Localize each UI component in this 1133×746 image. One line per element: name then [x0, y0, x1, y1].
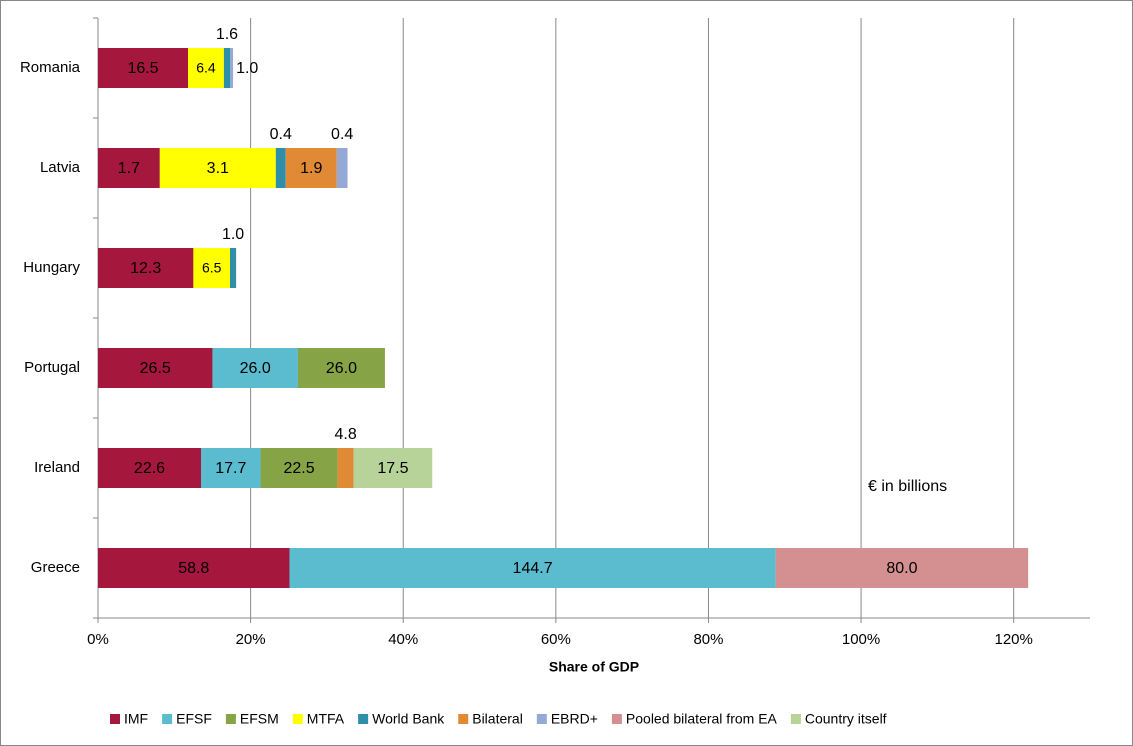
- data-label: 26.5: [140, 360, 171, 377]
- bar-segment: [260, 448, 338, 488]
- data-label: 3.1: [207, 160, 229, 177]
- data-label: 22.6: [134, 460, 165, 477]
- data-label: 80.0: [886, 560, 917, 577]
- legend-label: Bilateral: [472, 711, 523, 727]
- data-label: 26.0: [240, 360, 271, 377]
- bar-segment: [230, 248, 237, 288]
- data-label: 1.0: [236, 60, 258, 77]
- bar-segment: [188, 48, 224, 88]
- data-label: 17.5: [377, 460, 408, 477]
- data-label: 22.5: [284, 460, 315, 477]
- x-tick-label: 100%: [842, 631, 880, 648]
- bar-segment: [98, 148, 160, 188]
- bar-segment: [98, 348, 213, 388]
- legend-label: EFSM: [240, 711, 279, 727]
- y-tick-label: Hungary: [23, 259, 80, 276]
- bar-segment: [98, 248, 194, 288]
- data-label: 58.8: [178, 560, 209, 577]
- bar-segment: [275, 148, 286, 188]
- legend-label: World Bank: [372, 711, 445, 727]
- legend-swatch: [458, 714, 469, 724]
- bar-segment: [201, 448, 261, 488]
- bar-segment: [212, 348, 298, 388]
- data-label: 17.7: [215, 460, 246, 477]
- x-tick-label: 120%: [995, 631, 1033, 648]
- bar-segment: [289, 548, 776, 588]
- bar-segment: [775, 548, 1029, 588]
- legend-swatch: [225, 714, 236, 724]
- data-label: 1.7: [118, 160, 140, 177]
- legend-label: MTFA: [307, 711, 345, 727]
- legend-label: IMF: [124, 711, 148, 727]
- y-tick-label: Latvia: [40, 159, 81, 176]
- x-tick-label: 0%: [87, 631, 109, 648]
- legend-swatch: [536, 714, 547, 724]
- x-axis-title: Share of GDP: [549, 659, 639, 675]
- x-tick-label: 20%: [236, 631, 266, 648]
- legend-swatch: [110, 714, 120, 724]
- legend-swatch: [611, 714, 622, 724]
- bar-segment: [297, 348, 385, 388]
- bar-segment: [193, 248, 231, 288]
- y-tick-label: Greece: [31, 559, 80, 576]
- y-tick-label: Ireland: [34, 459, 80, 476]
- data-label: 1.6: [216, 26, 238, 43]
- bar-segment: [336, 148, 348, 188]
- bar-segment: [98, 48, 189, 88]
- data-label: 26.0: [326, 360, 357, 377]
- bar-segment: [223, 48, 231, 88]
- legend-swatch: [292, 714, 303, 724]
- legend-label: EBRD+: [551, 711, 598, 727]
- legend-label: Pooled bilateral from EA: [626, 711, 778, 727]
- bar-segment: [159, 148, 276, 188]
- data-label: 0.4: [270, 126, 292, 143]
- data-label: 1.0: [222, 226, 244, 243]
- bar-segment: [337, 448, 354, 488]
- data-label: 6.4: [196, 60, 216, 76]
- x-tick-label: 40%: [388, 631, 418, 648]
- legend-swatch: [358, 714, 369, 724]
- legend-label: EFSF: [176, 711, 212, 727]
- bar-segment: [230, 48, 234, 88]
- y-tick-label: Romania: [20, 59, 81, 76]
- legend-swatch: [162, 714, 173, 724]
- data-label: 12.3: [130, 260, 161, 277]
- data-label: 16.5: [127, 60, 158, 77]
- data-label: 144.7: [513, 560, 553, 577]
- data-label: 1.9: [300, 160, 322, 177]
- data-label: 0.4: [331, 126, 353, 143]
- x-tick-label: 80%: [693, 631, 723, 648]
- data-label: 6.5: [202, 260, 222, 276]
- annotation: € in billions: [868, 478, 947, 495]
- y-tick-label: Portugal: [24, 359, 80, 376]
- bar-segment: [285, 148, 337, 188]
- x-tick-label: 60%: [541, 631, 571, 648]
- legend-label: Country itself: [805, 711, 887, 727]
- bar-segment: [353, 448, 433, 488]
- data-label: 4.8: [334, 426, 356, 443]
- bar-segment: [98, 548, 290, 588]
- legend-swatch: [790, 714, 801, 724]
- bar-segment: [98, 448, 202, 488]
